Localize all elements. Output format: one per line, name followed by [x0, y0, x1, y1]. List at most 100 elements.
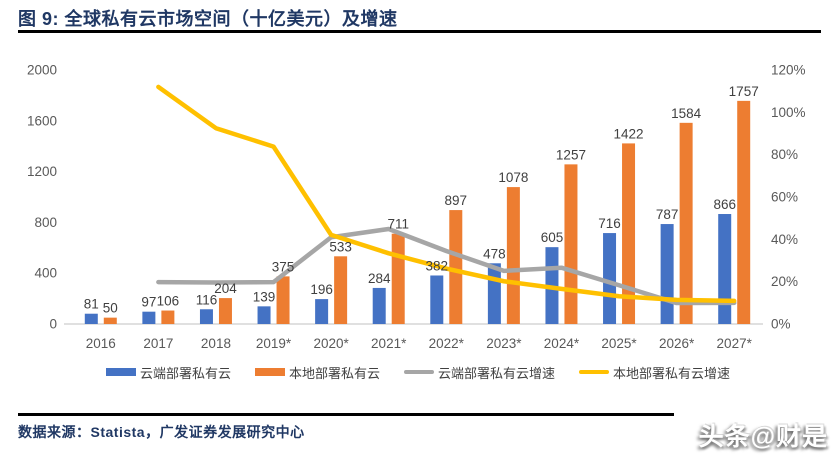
bar-value-label: 711	[387, 217, 409, 232]
bar	[103, 317, 117, 324]
bar-value-label: 478	[483, 246, 506, 261]
bar-value-label: 533	[329, 239, 352, 254]
chart-area: 0 400 800 1200 1600 2000 0% 20% 40% 60% 80% 100% 120…	[0, 55, 836, 360]
bar-value-label: 284	[368, 271, 391, 286]
bar-value-label: 1078	[498, 170, 528, 185]
bar-value-label: 116	[196, 292, 218, 307]
bar	[84, 313, 98, 324]
bar	[257, 306, 271, 324]
legend-label: 云端部署私有云	[139, 365, 231, 381]
bar-value-label: 204	[214, 281, 237, 296]
legend-item-cloud-growth-line: 云端部署私有云增速	[404, 363, 555, 382]
bar-value-label: 716	[598, 216, 621, 231]
x-axis-tick: 2020*	[313, 336, 349, 351]
x-axis-tick: 2022*	[429, 336, 465, 351]
bar-value-label: 897	[445, 193, 468, 208]
y-axis-right-tick: 100%	[771, 105, 806, 120]
legend-label: 本地部署私有云	[288, 365, 380, 381]
gray-line-swatch-icon	[404, 370, 434, 374]
x-axis-tick: 2018	[201, 336, 231, 351]
bar	[449, 210, 463, 324]
x-axis-tick: 2023*	[486, 336, 522, 351]
bar-value-label: 382	[426, 258, 449, 273]
bar	[718, 214, 732, 324]
yellow-line-swatch-icon	[579, 370, 610, 374]
bar	[391, 233, 405, 324]
growth-line-0	[156, 226, 737, 306]
y-axis-right-tick: 40%	[771, 232, 798, 247]
y-axis-left: 0 400 800 1200 1600 2000	[27, 63, 57, 332]
bar-value-label: 1257	[556, 147, 586, 162]
growth-line-1	[156, 84, 737, 304]
y-axis-left-tick: 400	[34, 266, 57, 281]
y-axis-right: 0% 20% 40% 60% 80% 100% 120%	[771, 63, 806, 332]
bar-value-label: 81	[84, 297, 99, 312]
x-axis-tick: 2024*	[544, 336, 580, 351]
bar	[315, 299, 329, 324]
bar	[334, 256, 348, 324]
bar-value-label: 1757	[729, 84, 759, 99]
bar-value-label: 1584	[671, 106, 702, 121]
bar	[603, 233, 617, 324]
x-axis-labels: 2016 2017 2018 2019* 2020* 2021* 2022* 2023* 202…	[86, 336, 753, 351]
bar	[142, 311, 156, 324]
legend-label: 本地部署私有云增速	[613, 365, 731, 381]
bar	[276, 276, 290, 324]
bar	[660, 224, 674, 324]
y-axis-left-tick: 1600	[27, 113, 57, 128]
bar	[737, 100, 751, 325]
y-axis-right-tick: 60%	[771, 190, 798, 205]
x-axis-tick: 2021*	[371, 336, 407, 351]
bar	[622, 143, 636, 324]
footer-divider	[18, 413, 674, 416]
bars-series-1	[103, 100, 751, 325]
x-axis-tick: 2025*	[601, 336, 637, 351]
x-axis-tick: 2026*	[659, 336, 695, 351]
bar-value-label: 787	[656, 207, 679, 222]
bar-value-label: 139	[253, 289, 276, 304]
bar	[506, 187, 520, 324]
bar-value-label: 50	[103, 301, 118, 316]
x-axis-tick: 2027*	[717, 336, 753, 351]
chart-canvas: 0 400 800 1200 1600 2000 0% 20% 40% 60% 80% 100% 120…	[27, 63, 806, 352]
bar-value-label: 1422	[614, 126, 644, 141]
bar	[430, 275, 444, 324]
figure-title: 图 9: 全球私有云市场空间（十亿美元）及增速	[18, 9, 398, 29]
legend-item-onprem-growth-line: 本地部署私有云增速	[579, 363, 730, 382]
bar-value-label: 106	[157, 294, 180, 309]
x-axis-tick: 2017	[143, 336, 173, 351]
orange-bar-swatch-icon	[254, 368, 285, 376]
bar-value-label: 375	[272, 259, 295, 274]
bar-value-labels-1: 50 106 204 375 533 711 897 1078 1257 1422 1584 1757	[103, 84, 759, 316]
bar-value-labels-0: 81 97 116 139 196 284 382 478 605 716 787 866	[84, 197, 736, 312]
y-axis-left-tick: 1200	[27, 164, 57, 179]
bar-value-label: 866	[713, 197, 736, 212]
bar	[487, 263, 501, 324]
watermark-text: 头条@财是	[698, 423, 828, 451]
y-axis-left-tick: 800	[34, 215, 57, 230]
legend-item-onprem-bar: 本地部署私有云	[254, 363, 380, 382]
bar-value-label: 605	[541, 230, 564, 245]
y-axis-right-tick: 20%	[771, 274, 798, 289]
legend-item-cloud-bar: 云端部署私有云	[105, 363, 231, 382]
data-source-text: 数据来源：Statista，广发证券发展研究中心	[18, 424, 305, 440]
blue-bar-swatch-icon	[105, 368, 136, 376]
bar	[564, 164, 578, 324]
bar	[679, 122, 693, 324]
title-divider	[18, 30, 821, 33]
chart-legend: 云端部署私有云 本地部署私有云 云端部署私有云增速 本地部署私有云增速	[0, 363, 836, 381]
bar	[161, 310, 175, 324]
legend-label: 云端部署私有云增速	[438, 365, 556, 381]
y-axis-right-tick: 120%	[771, 63, 806, 78]
bar	[199, 309, 213, 324]
bar	[218, 298, 232, 324]
y-axis-right-tick: 0%	[771, 317, 791, 332]
bar-value-label: 97	[141, 295, 156, 310]
y-axis-left-tick: 0	[49, 317, 57, 332]
x-axis-tick: 2019*	[256, 336, 292, 351]
y-axis-left-tick: 2000	[27, 63, 57, 78]
y-axis-right-tick: 80%	[771, 147, 798, 162]
bar	[372, 287, 386, 324]
x-axis-tick: 2016	[86, 336, 116, 351]
